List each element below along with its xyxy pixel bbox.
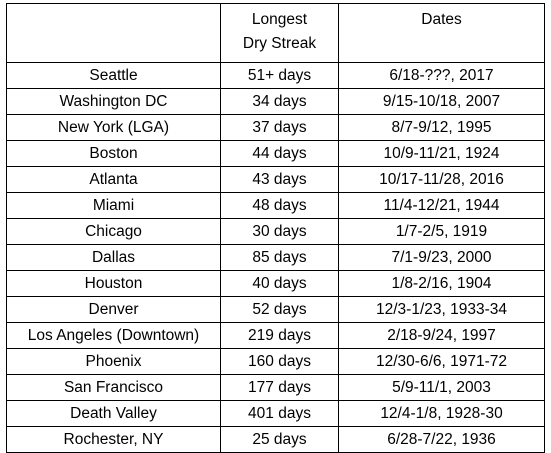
dates-cell: 1/7-2/5, 1919: [338, 218, 545, 245]
table-body: Longest Dry Streak Dates Seattle 51+ days…: [6, 3, 545, 453]
streak-cell: 85 days: [220, 244, 339, 271]
data-row: Denver 52 days 12/3-1/23, 1933-34: [6, 296, 545, 323]
data-row: Houston 40 days 1/8-2/16, 1904: [6, 270, 545, 297]
data-row: Boston 44 days 10/9-11/21, 1924: [6, 140, 545, 167]
data-row: Death Valley 401 days 12/4-1/8, 1928-30: [6, 400, 545, 427]
streak-cell: 30 days: [220, 218, 339, 245]
streak-cell: 44 days: [220, 140, 339, 167]
city-cell: Dallas: [6, 244, 221, 271]
data-row: Phoenix 160 days 12/30-6/6, 1971-72: [6, 348, 545, 375]
streak-cell: 43 days: [220, 166, 339, 193]
streak-cell: 160 days: [220, 348, 339, 375]
data-row: New York (LGA) 37 days 8/7-9/12, 1995: [6, 114, 545, 141]
streak-cell: 37 days: [220, 114, 339, 141]
header-line: Dry Streak: [242, 35, 317, 52]
city-cell: Houston: [6, 270, 221, 297]
city-cell: Miami: [6, 192, 221, 219]
streak-cell: 40 days: [220, 270, 339, 297]
data-row: Atlanta 43 days 10/17-11/28, 2016: [6, 166, 545, 193]
streak-cell: 25 days: [220, 426, 339, 453]
data-row: Washington DC 34 days 9/15-10/18, 2007: [6, 88, 545, 115]
streak-cell: 34 days: [220, 88, 339, 115]
city-cell: Atlanta: [6, 166, 221, 193]
dates-cell: 11/4-12/21, 1944: [338, 192, 545, 219]
city-cell: Boston: [6, 140, 221, 167]
header-cell: Longest Dry Streak: [220, 3, 339, 63]
data-row: Rochester, NY 25 days 6/28-7/22, 1936: [6, 426, 545, 453]
dates-cell: 8/7-9/12, 1995: [338, 114, 545, 141]
header-cell: [6, 3, 221, 63]
header-row: Longest Dry Streak Dates: [6, 3, 545, 63]
city-cell: Los Angeles (Downtown): [6, 322, 221, 349]
header-cell: Dates: [338, 3, 545, 63]
dates-cell: 1/8-2/16, 1904: [338, 270, 545, 297]
data-row: Dallas 85 days 7/1-9/23, 2000: [6, 244, 545, 271]
dates-cell: 6/28-7/22, 1936: [338, 426, 545, 453]
dates-cell: 5/9-11/1, 2003: [338, 374, 545, 401]
dates-cell: 10/9-11/21, 1924: [338, 140, 545, 167]
dates-cell: 10/17-11/28, 2016: [338, 166, 545, 193]
dates-cell: 12/30-6/6, 1971-72: [338, 348, 545, 375]
header-line: Longest: [251, 11, 308, 28]
dates-cell: 9/15-10/18, 2007: [338, 88, 545, 115]
streak-cell: 401 days: [220, 400, 339, 427]
streak-cell: 177 days: [220, 374, 339, 401]
data-row: Los Angeles (Downtown) 219 days 2/18-9/24,…: [6, 322, 545, 349]
data-row: Seattle 51+ days 6/18-???, 2017: [6, 62, 545, 89]
city-cell: Seattle: [6, 62, 221, 89]
header-line: Dates: [421, 11, 462, 28]
dates-cell: 2/18-9/24, 1997: [338, 322, 545, 349]
data-row: Chicago 30 days 1/7-2/5, 1919: [6, 218, 545, 245]
dates-cell: 6/18-???, 2017: [338, 62, 545, 89]
dates-cell: 7/1-9/23, 2000: [338, 244, 545, 271]
city-cell: Death Valley: [6, 400, 221, 427]
city-cell: Denver: [6, 296, 221, 323]
data-row: Miami 48 days 11/4-12/21, 1944: [6, 192, 545, 219]
dates-cell: 12/4-1/8, 1928-30: [338, 400, 545, 427]
data-row: San Francisco 177 days 5/9-11/1, 2003: [6, 374, 545, 401]
city-cell: San Francisco: [6, 374, 221, 401]
city-cell: Rochester, NY: [6, 426, 221, 453]
city-cell: Phoenix: [6, 348, 221, 375]
city-cell: Washington DC: [6, 88, 221, 115]
streak-cell: 51+ days: [220, 62, 339, 89]
streak-cell: 48 days: [220, 192, 339, 219]
dates-cell: 12/3-1/23, 1933-34: [338, 296, 545, 323]
streak-cell: 219 days: [220, 322, 339, 349]
city-cell: New York (LGA): [6, 114, 221, 141]
streak-table: Longest Dry Streak Dates Seattle 51+ days…: [6, 3, 545, 453]
city-cell: Chicago: [6, 218, 221, 245]
streak-cell: 52 days: [220, 296, 339, 323]
